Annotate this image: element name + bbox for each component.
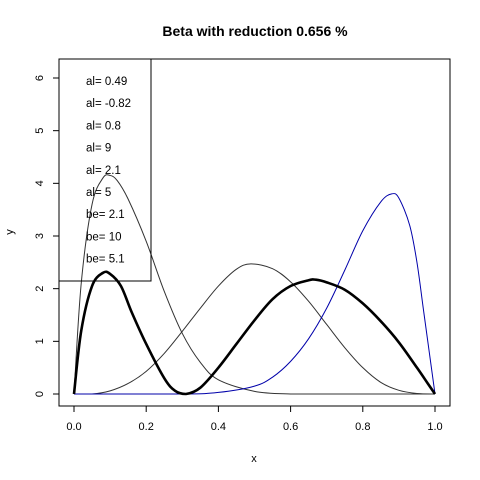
legend: al= 0.49 al= -0.82 al= 0.8 al= 9 al= 2.1 al= …	[86, 76, 131, 266]
y-axis: 0 1 2 3 4 5 6	[34, 75, 60, 397]
y-tick-label: 1	[34, 338, 46, 344]
series-layer	[72, 174, 437, 396]
legend-entry: al= 5	[86, 187, 111, 199]
x-axis: 0.0 0.2 0.4 0.6 0.8 1.0	[66, 405, 443, 433]
x-tick-label: 1.0	[427, 421, 442, 433]
x-tick-label: 0.0	[66, 421, 81, 433]
y-tick-label: 5	[34, 128, 46, 134]
series-line-4	[72, 270, 437, 396]
chart-title: Beta with reduction 0.656 %	[162, 23, 348, 39]
legend-entry: al= 2.1	[86, 165, 121, 177]
x-tick-label: 0.8	[355, 421, 370, 433]
legend-entry: be= 10	[86, 231, 122, 243]
legend-entry: al= 0.8	[86, 120, 121, 132]
y-tick-label: 3	[34, 233, 46, 239]
legend-entry: be= 5.1	[86, 254, 125, 266]
legend-entry: al= -0.82	[86, 98, 131, 110]
x-tick-label: 0.6	[283, 421, 298, 433]
legend-entry: al= 0.49	[86, 76, 127, 88]
series-line-1	[73, 174, 435, 395]
x-tick-label: 0.2	[139, 421, 154, 433]
legend-entry: al= 9	[86, 143, 111, 155]
y-tick-label: 0	[34, 391, 46, 397]
y-tick-label: 2	[34, 286, 46, 292]
y-axis-label: y	[4, 229, 16, 235]
series-line-3	[74, 193, 436, 395]
series-line-2	[74, 263, 436, 395]
x-axis-label: x	[251, 453, 257, 465]
y-tick-label: 6	[34, 75, 46, 81]
x-tick-label: 0.4	[211, 421, 226, 433]
y-tick-label: 4	[34, 180, 46, 186]
legend-entry: be= 2.1	[86, 209, 125, 221]
legend-box	[58, 58, 152, 282]
